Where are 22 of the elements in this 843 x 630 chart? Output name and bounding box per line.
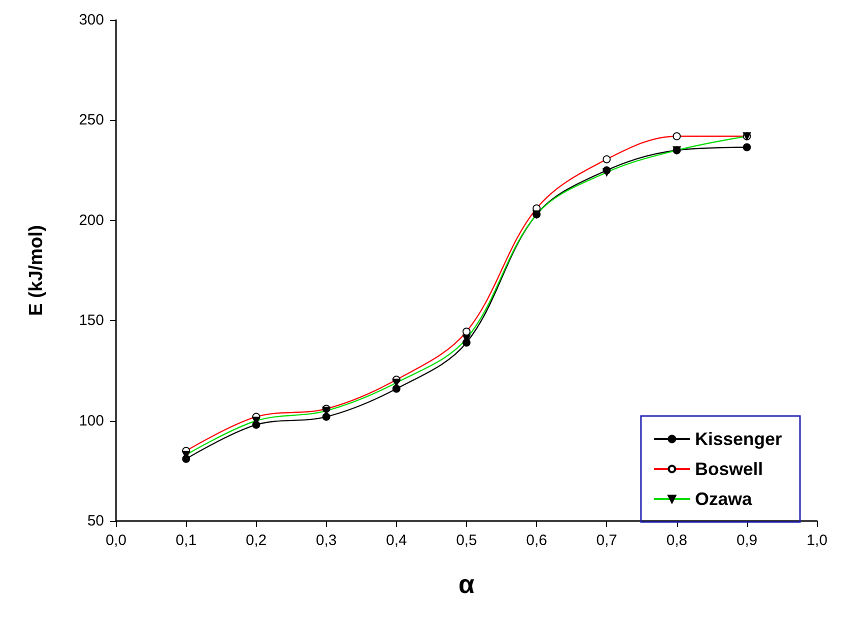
legend-label: Ozawa xyxy=(694,489,753,509)
x-tick-label: 0,9 xyxy=(736,532,758,549)
x-tick-label: 1,0 xyxy=(806,532,828,549)
y-tick-label: 50 xyxy=(87,512,104,530)
x-tick-label: 0,5 xyxy=(456,532,477,549)
x-axis-title: α xyxy=(458,569,475,599)
x-tick-label: 0,2 xyxy=(246,532,267,549)
x-tick-label: 0,3 xyxy=(316,532,337,549)
legend-label: Boswell xyxy=(694,459,763,479)
y-tick-label: 250 xyxy=(78,112,104,129)
y-axis-title: E (kJ/mol) xyxy=(26,225,47,316)
x-tick-label: 0,8 xyxy=(666,532,688,549)
y-tick-label: 300 xyxy=(78,12,104,28)
y-tick-label: 150 xyxy=(78,312,104,330)
x-tick-label: 0,4 xyxy=(386,532,407,549)
x-tick-label: 0,6 xyxy=(526,532,548,549)
y-tick-label: 100 xyxy=(78,412,104,430)
legend-label: Kissenger xyxy=(694,429,782,449)
x-tick-label: 0,0 xyxy=(106,532,126,549)
y-tick-label: 200 xyxy=(78,212,104,229)
x-tick-label: 0,1 xyxy=(176,532,197,549)
x-tick-label: 0,7 xyxy=(596,532,618,549)
